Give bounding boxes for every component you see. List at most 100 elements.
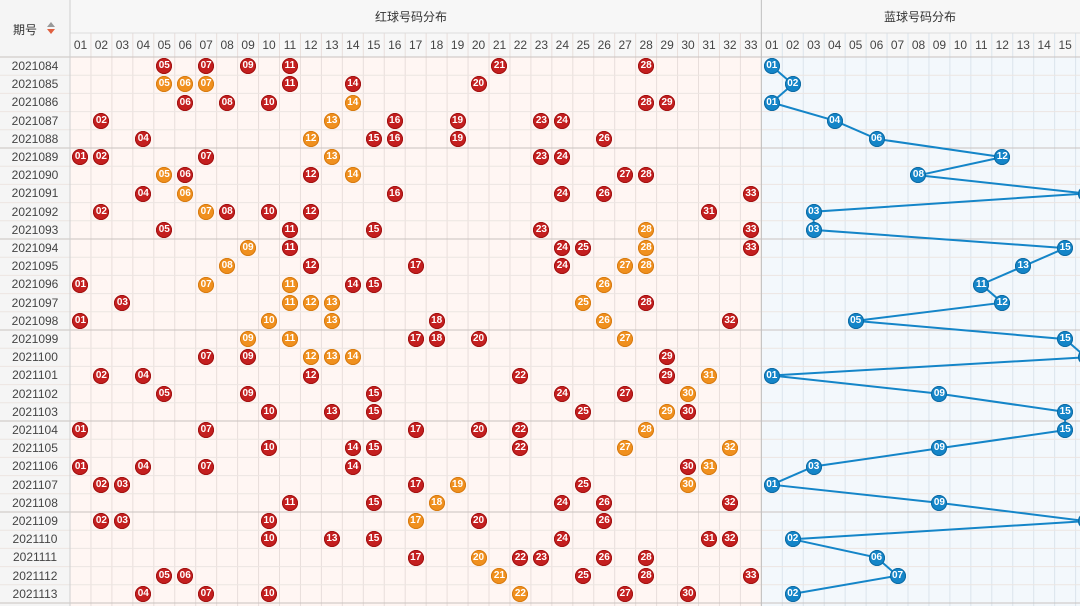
red-ball: 08	[219, 203, 236, 220]
blue-ball: 16	[1078, 185, 1080, 202]
red-ball: 07	[198, 422, 215, 439]
red-ball: 20	[470, 331, 487, 348]
red-ball: 26	[596, 513, 613, 530]
blue-ball: 15	[1057, 403, 1074, 420]
period-label: 2021084	[11, 59, 59, 73]
red-ball: 19	[449, 130, 466, 147]
red-ball: 24	[554, 149, 571, 166]
hot-ball: 06	[177, 185, 194, 202]
hot-ball: 14	[344, 167, 361, 184]
blue-ball: 02	[784, 585, 801, 602]
red-ball: 06	[177, 94, 194, 111]
red-ball: 23	[533, 221, 550, 238]
blue-col-header: 06	[869, 38, 884, 52]
red-ball: 33	[742, 240, 759, 257]
hot-ball: 07	[198, 203, 215, 220]
hot-ball: 31	[700, 458, 717, 475]
red-col-header: 11	[283, 38, 297, 52]
hot-ball: 13	[323, 149, 340, 166]
hot-ball: 10	[261, 312, 278, 329]
red-col-header: 26	[597, 38, 611, 52]
blue-ball: 01	[763, 58, 780, 75]
blue-ball: 08	[910, 167, 927, 184]
red-ball: 22	[512, 549, 529, 566]
red-ball: 09	[240, 58, 257, 75]
blue-ball: 05	[847, 312, 864, 329]
hot-ball: 20	[470, 549, 487, 566]
red-ball: 05	[156, 58, 173, 75]
red-col-header: 31	[702, 38, 716, 52]
period-label: 2021087	[11, 113, 59, 128]
period-label: 2021103	[12, 404, 58, 419]
blue-col-header: 12	[995, 38, 1009, 52]
red-col-header: 01	[73, 38, 88, 52]
blue-col-header: 11	[975, 38, 988, 52]
red-ball: 30	[680, 403, 697, 420]
red-ball: 10	[261, 403, 278, 420]
period-label: 2021095	[11, 259, 59, 274]
period-header[interactable]: 期号	[13, 23, 38, 37]
blue-ball: 12	[994, 149, 1011, 166]
period-label: 2021085	[11, 77, 59, 92]
hot-ball: 12	[302, 130, 319, 147]
blue-ball: 12	[994, 294, 1011, 311]
hot-ball: 30	[680, 476, 697, 493]
red-col-header: 14	[346, 38, 360, 52]
red-ball: 02	[93, 367, 110, 384]
hot-ball: 28	[638, 240, 655, 257]
hot-ball: 26	[596, 276, 613, 293]
red-ball: 27	[617, 585, 634, 602]
red-ball: 15	[365, 130, 382, 147]
red-ball: 16	[386, 112, 403, 129]
red-ball: 13	[323, 531, 340, 548]
red-ball: 31	[700, 203, 717, 220]
hot-ball: 11	[281, 331, 298, 348]
red-ball: 33	[742, 221, 759, 238]
red-ball: 22	[512, 422, 529, 439]
red-ball: 28	[638, 294, 655, 311]
blue-ball: 01	[763, 94, 780, 111]
blue-col-header: 15	[1058, 38, 1072, 52]
red-ball: 02	[93, 149, 110, 166]
red-col-header: 19	[450, 38, 465, 52]
red-ball: 25	[575, 240, 592, 257]
red-ball: 03	[114, 476, 131, 493]
blue-trend-line	[767, 65, 1080, 595]
red-ball: 07	[198, 585, 215, 602]
blue-col-header: 14	[1037, 38, 1051, 52]
blue-ball: 03	[805, 203, 822, 220]
period-label: 2021090	[11, 168, 59, 183]
hot-ball: 05	[156, 167, 173, 184]
red-col-header: 23	[534, 38, 549, 52]
red-ball: 15	[365, 531, 382, 548]
red-ball: 01	[72, 149, 89, 166]
red-ball: 10	[261, 585, 278, 602]
red-ball: 04	[135, 367, 152, 384]
red-ball: 26	[596, 494, 613, 511]
red-col-header: 06	[178, 38, 192, 52]
blue-ball: 11	[973, 276, 990, 293]
red-ball: 07	[198, 58, 215, 75]
red-col-header: 24	[555, 38, 570, 52]
red-ball: 18	[428, 312, 445, 329]
hot-ball: 27	[617, 440, 634, 457]
red-ball: 09	[240, 349, 257, 366]
red-ball: 23	[533, 149, 550, 166]
red-ball: 24	[554, 112, 571, 129]
period-label: 2021102	[12, 386, 58, 401]
hot-ball: 31	[700, 367, 717, 384]
red-ball: 26	[596, 185, 613, 202]
hot-ball: 14	[344, 349, 361, 366]
hot-ball: 18	[428, 494, 445, 511]
sort-updown-icon[interactable]	[47, 22, 55, 34]
blue-ball: 02	[784, 531, 801, 548]
red-col-header: 18	[429, 38, 444, 52]
red-ball: 24	[554, 258, 571, 275]
red-ball: 23	[533, 112, 550, 129]
hot-ball: 17	[407, 513, 424, 530]
red-ball: 33	[742, 567, 759, 584]
red-ball: 14	[344, 76, 361, 93]
red-ball: 03	[114, 294, 131, 311]
red-ball: 20	[470, 422, 487, 439]
